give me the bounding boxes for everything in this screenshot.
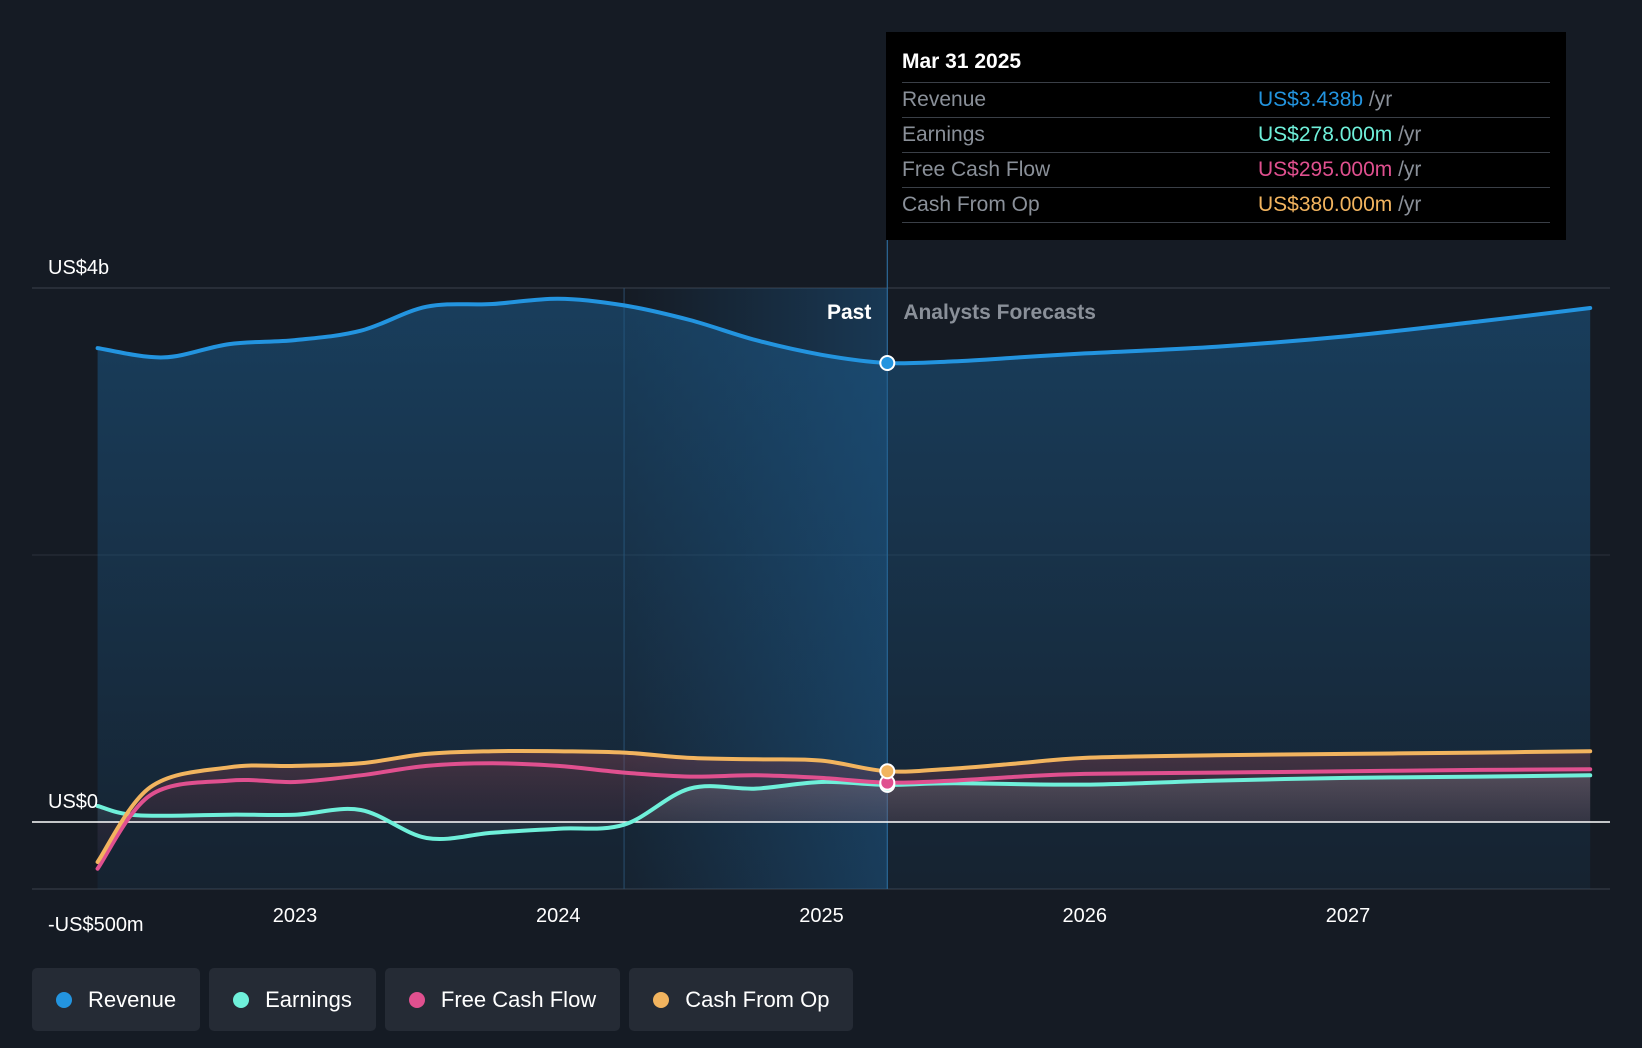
tooltip-value-amount: US$380.000m — [1258, 193, 1393, 216]
y-tick-neg-500m: -US$500m — [48, 914, 144, 936]
legend-item-free-cash-flow[interactable]: Free Cash Flow — [384, 968, 621, 1031]
tooltip-row: Cash From Op US$380.000m /yr — [902, 187, 1550, 222]
revenue-line — [95, 296, 1593, 366]
legend-label: Free Cash Flow — [440, 986, 597, 1012]
cash-from-op-line — [95, 748, 1593, 864]
legend-item-revenue[interactable]: Revenue — [32, 968, 201, 1031]
legend-label: Earnings — [265, 986, 352, 1012]
forecast-label: Analysts Forecasts — [903, 301, 1096, 324]
legend-dot-icon — [653, 991, 670, 1008]
x-tick-2026: 2026 — [1063, 905, 1108, 927]
tooltip-value-unit: /yr — [1363, 88, 1393, 111]
tooltip-value: US$295.000m /yr — [1258, 153, 1421, 187]
legend-dot-icon — [233, 991, 250, 1008]
tooltip-label: Free Cash Flow — [902, 158, 1051, 181]
tooltip-label: Revenue — [902, 88, 987, 111]
tooltip-divider — [902, 222, 1550, 223]
tooltip-date: Mar 31 2025 — [902, 50, 1022, 73]
revenue-area — [97, 298, 1591, 889]
tooltip-row: Free Cash Flow US$295.000m /yr — [902, 152, 1550, 187]
x-tick-2027: 2027 — [1326, 905, 1371, 927]
legend-item-earnings[interactable]: Earnings — [209, 968, 376, 1031]
tooltip-value-unit: /yr — [1392, 123, 1422, 146]
y-tick-0: US$0 — [48, 791, 98, 813]
legend-dot-icon — [56, 991, 72, 1008]
legend-label: Cash From Op — [685, 986, 830, 1012]
tooltip-row: Earnings US$278.000m /yr — [902, 117, 1550, 152]
tooltip-value: US$380.000m /yr — [1258, 188, 1421, 222]
free-cash-flow-line — [95, 761, 1593, 871]
earnings-line — [95, 773, 1593, 842]
tooltip: Mar 31 2025 Revenue US$3.438b /yr Earnings… — [886, 32, 1566, 240]
tooltip-value-unit: /yr — [1392, 158, 1422, 181]
tooltip-label: Earnings — [902, 123, 985, 146]
legend-item-cash-from-op[interactable]: Cash From Op — [629, 968, 854, 1031]
tooltip-value-amount: US$295.000m — [1258, 158, 1393, 181]
earnings-area — [97, 775, 1591, 840]
tooltip-value: US$3.438b /yr — [1258, 83, 1392, 117]
legend-dot-icon — [408, 991, 425, 1008]
x-tick-2023: 2023 — [273, 905, 318, 927]
legend-label: Revenue — [88, 986, 177, 1012]
tooltip-row: Revenue US$3.438b /yr — [902, 82, 1550, 117]
y-tick-4b: US$4b — [48, 257, 109, 279]
revenue-marker — [879, 355, 896, 372]
legend: Revenue Earnings Free Cash Flow Cash From O… — [32, 968, 854, 1031]
x-tick-2025: 2025 — [799, 905, 844, 927]
cash-from-op-marker — [879, 763, 896, 780]
tooltip-value-amount: US$278.000m — [1258, 123, 1393, 146]
x-tick-2024: 2024 — [536, 905, 581, 927]
tooltip-label: Cash From Op — [902, 193, 1040, 216]
tooltip-value-unit: /yr — [1392, 193, 1422, 216]
past-label: Past — [827, 301, 871, 324]
tooltip-value: US$278.000m /yr — [1258, 118, 1421, 152]
tooltip-value-amount: US$3.438b — [1258, 88, 1364, 111]
